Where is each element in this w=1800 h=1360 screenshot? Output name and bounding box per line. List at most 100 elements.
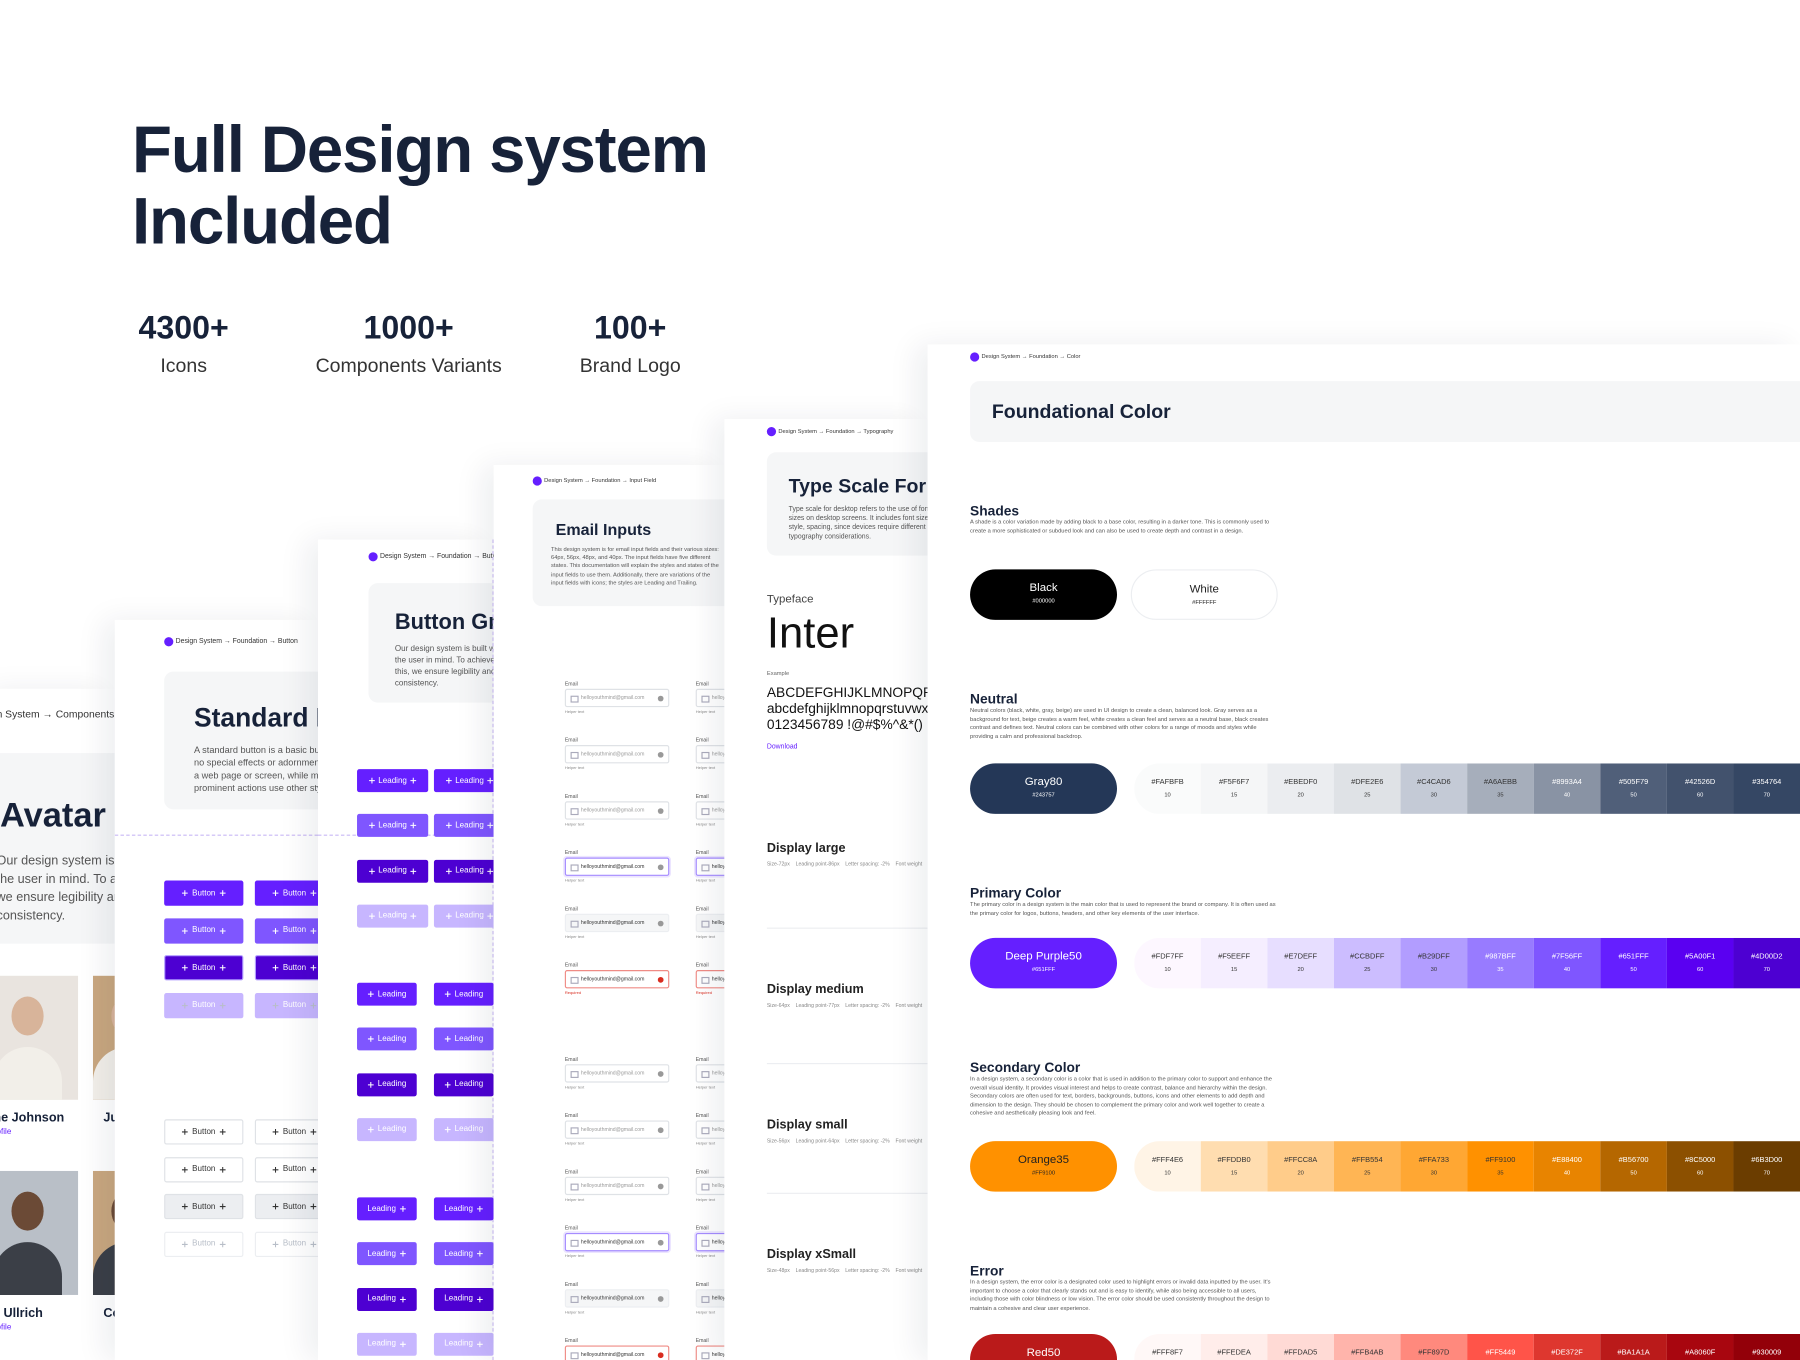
style-name: Display medium	[766, 982, 864, 997]
icon	[410, 822, 417, 829]
placeholder: helloyouthmind@gmail.com	[580, 807, 645, 813]
icon	[273, 1002, 280, 1009]
button: Button	[254, 1119, 318, 1145]
swatch-hex: #FDF7FF	[1151, 952, 1184, 961]
color-hex: #651FFF	[1031, 966, 1056, 974]
color-name: Black	[1029, 582, 1058, 595]
button: Button	[254, 992, 318, 1019]
typeface-label: Typeface	[766, 593, 814, 607]
swatch-hex: #FFEDEA	[1217, 1348, 1251, 1357]
field-hint: Helper text	[564, 1197, 585, 1202]
button: Leading	[433, 1242, 494, 1266]
avatar-photo	[92, 975, 115, 1100]
header-box	[766, 452, 928, 556]
button: Leading	[433, 1118, 494, 1141]
placeholder: helloyouthmind@gmail.com	[580, 1238, 645, 1245]
headline: Full Design system Included	[132, 113, 709, 259]
button: Button	[164, 1156, 244, 1182]
field-label: Email	[564, 1337, 578, 1344]
color-hex: #243757	[1032, 792, 1055, 800]
button: Leading	[433, 1197, 494, 1221]
email-input: helloyouthmind@gmail.com	[695, 1176, 725, 1196]
email-input: helloyouthmind@gmail.com	[564, 1232, 670, 1252]
plus-icon	[400, 1251, 406, 1257]
color-swatch: #C4CAD6 30	[1400, 763, 1468, 814]
swatch-hex: #F5F6F7	[1218, 778, 1250, 787]
placeholder: helloyouthmind@gmail.com	[711, 1351, 725, 1357]
mail-icon	[701, 864, 710, 872]
button: Leading	[433, 1287, 494, 1311]
plus-icon	[273, 1129, 279, 1135]
color-swatch: #FF897D	[1400, 1333, 1468, 1360]
info-icon	[657, 751, 664, 758]
icon	[476, 1251, 483, 1258]
icon	[399, 1341, 406, 1348]
icon	[219, 1241, 226, 1248]
field-hint: Helper text	[695, 765, 716, 771]
header-box	[0, 753, 115, 944]
avatar-photo	[92, 1170, 115, 1295]
plus-icon	[444, 991, 451, 998]
swatch-step: 60	[1696, 1169, 1704, 1177]
field-hint: Helper text	[695, 1084, 716, 1090]
title: Type Scale For Desktop	[788, 475, 928, 498]
swatch-hex: #5A00F1	[1685, 952, 1716, 961]
color-name: Deep Purple50	[1005, 950, 1082, 964]
swatch-row: #FFF4E6 10 #FFDDB0 15 #FFCC8A 20 #FFB554 25 #FFA…	[1134, 1141, 1800, 1192]
icon	[219, 1166, 226, 1173]
icon	[219, 965, 226, 972]
swatch-step: 30	[1430, 1169, 1438, 1177]
color-pill: Red50#BA1A1A	[970, 1333, 1118, 1360]
color-swatch: #A6AEBB 35	[1467, 763, 1534, 814]
button: Leading	[357, 1332, 417, 1356]
button: Button	[254, 1156, 318, 1182]
color-swatch: #E7DEFF 20	[1267, 937, 1334, 989]
description: Our design system is built with the user…	[394, 645, 494, 688]
field-label: Email	[695, 793, 709, 800]
swatch-step: 15	[1230, 966, 1238, 974]
email-input: helloyouthmind@gmail.com	[564, 913, 670, 933]
color-swatch: #F5F6F7 15	[1200, 763, 1268, 814]
guide-line	[114, 834, 318, 836]
plus-icon	[410, 822, 417, 829]
placeholder: helloyouthmind@gmail.com	[580, 975, 645, 982]
swatch-step: 25	[1364, 1169, 1371, 1177]
placeholder: helloyouthmind@gmail.com	[711, 863, 725, 870]
plus-icon	[368, 867, 375, 874]
info-icon	[657, 1183, 664, 1189]
section-title: Error	[970, 1262, 1004, 1279]
icon	[445, 777, 452, 784]
swatch-hex: #505F79	[1618, 778, 1649, 787]
section-title: Primary Color	[970, 885, 1062, 902]
mail-icon	[570, 808, 579, 816]
color-name: Gray80	[1024, 776, 1063, 789]
swatch-hex: #6B3D00	[1751, 1156, 1783, 1165]
email-input: helloyouthmind@gmail.com	[695, 1232, 725, 1252]
placeholder: helloyouthmind@gmail.com	[580, 919, 645, 926]
mail-icon	[701, 695, 710, 703]
color-swatch: #FDF7FF 10	[1134, 937, 1201, 989]
plus-icon	[273, 927, 279, 934]
mail-icon	[701, 808, 710, 816]
icon	[182, 1128, 189, 1135]
plus-icon	[487, 867, 494, 874]
body	[92, 1242, 115, 1295]
swatch-step: 50	[1630, 792, 1637, 800]
swatch-hex: #DE372F	[1551, 1348, 1583, 1357]
color-swatch: #FFCC8A 20	[1267, 1141, 1334, 1192]
button: Leading	[357, 904, 429, 928]
button: Button	[254, 1194, 318, 1220]
plus-icon	[444, 1036, 451, 1043]
email-input: helloyouthmind@gmail.com	[695, 970, 725, 989]
plus-icon	[445, 867, 452, 874]
color-hex: #FF9100	[1032, 1169, 1056, 1177]
field-hint: Helper text	[564, 934, 585, 940]
swatch-hex: #B29DFF	[1417, 952, 1450, 961]
swatch-step: 40	[1563, 966, 1571, 974]
swatch-hex: #8993A4	[1552, 778, 1582, 787]
swatch-step: 60	[1696, 792, 1704, 800]
swatch-hex: #42526D	[1685, 778, 1716, 787]
field-hint: Helper text	[695, 821, 716, 827]
plus-icon	[273, 1203, 279, 1210]
breadcrumb: Design System → Foundation → Button	[164, 637, 298, 647]
